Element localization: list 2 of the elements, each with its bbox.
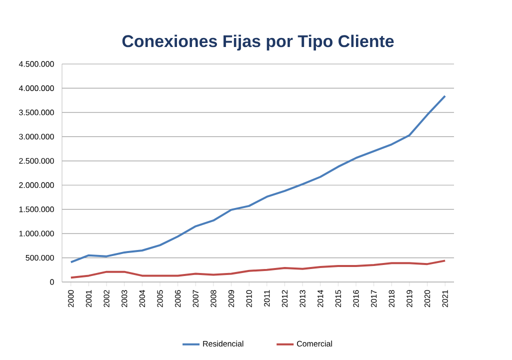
chart-title: Conexiones Fijas por Tipo Cliente [122,34,394,51]
line-series [70,94,446,264]
